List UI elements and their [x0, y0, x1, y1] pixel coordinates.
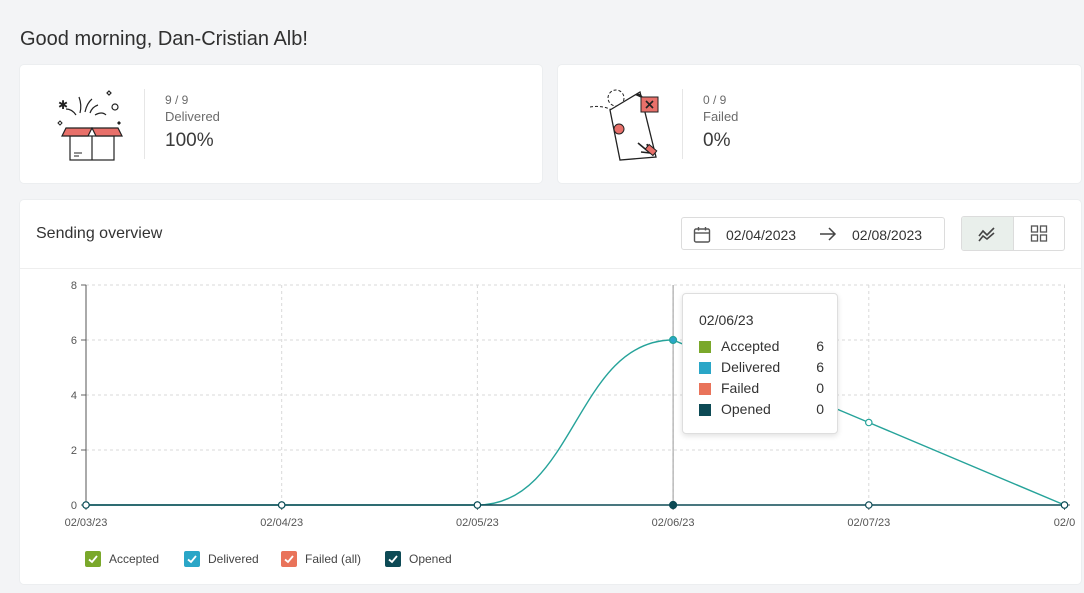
svg-text:✱: ✱ — [58, 98, 68, 112]
grid-icon — [1030, 225, 1048, 242]
delivered-count: 9 / 9 — [165, 93, 189, 107]
tooltip-series-name: Delivered — [721, 359, 781, 375]
x-tick-label: 02/0 — [1054, 517, 1075, 529]
greeting-heading: Good morning, Dan-Cristian Alb! — [20, 28, 308, 50]
overview-title: Sending overview — [36, 225, 163, 242]
line-chart-icon — [978, 227, 995, 242]
failed-label: Failed — [703, 109, 739, 124]
sending-overview-panel: Sending overview 02/04/2023 02/08/2023 — [20, 200, 1081, 584]
tooltip-series-value: 0 — [816, 401, 824, 417]
legend-checkbox[interactable] — [281, 551, 297, 567]
baseline-point — [473, 501, 482, 509]
divider — [682, 89, 683, 159]
y-tick-label: 2 — [71, 445, 77, 457]
series-point — [668, 335, 678, 345]
legend-checkbox[interactable] — [385, 551, 401, 567]
line-chart-view-button[interactable] — [962, 217, 1014, 250]
y-tick-label: 8 — [71, 280, 77, 292]
delivered-label: Delivered — [165, 109, 220, 124]
baseline-point — [668, 500, 678, 510]
failed-stat-text: 0 / 9 Failed 0% — [703, 93, 738, 152]
legend-label: Accepted — [109, 552, 160, 566]
tooltip-series-value: 6 — [816, 359, 824, 375]
tooltip-row-delivered: Delivered 6 — [699, 358, 824, 378]
delivered-percent: 100% — [165, 130, 214, 151]
open-gift-box-illustration: ✱ — [52, 85, 132, 165]
tooltip-date: 02/06/23 — [699, 312, 754, 328]
arrow-right-icon — [818, 225, 838, 248]
x-tick-label: 02/05/23 — [456, 517, 499, 529]
tooltip-series-name: Failed — [721, 380, 760, 396]
y-tick-label: 6 — [71, 335, 77, 347]
baseline-point — [82, 501, 90, 509]
baseline-point — [864, 501, 873, 509]
x-tick-label: 02/03/23 — [65, 517, 108, 529]
tooltip-swatch — [699, 383, 711, 395]
y-tick-label: 4 — [71, 390, 77, 402]
tooltip-series-name: Accepted — [721, 338, 780, 354]
tooltip-swatch — [699, 362, 711, 374]
legend-checkbox[interactable] — [184, 551, 200, 567]
date-from-input[interactable]: 02/04/2023 — [726, 227, 797, 243]
tooltip-swatch — [699, 341, 711, 353]
view-toggle — [961, 216, 1065, 251]
baseline-point — [277, 501, 286, 509]
series-line-delivered — [86, 339, 1065, 506]
tooltip-series-value: 0 — [816, 380, 824, 396]
grid-view-button[interactable] — [1014, 217, 1064, 250]
failed-percent: 0% — [703, 130, 731, 151]
y-tick-label: 0 — [71, 500, 77, 512]
failed-letter-illustration — [589, 85, 670, 165]
failed-stat-card: 0 / 9 Failed 0% — [558, 65, 1081, 183]
failed-count: 0 / 9 — [703, 93, 727, 107]
tooltip-row-failed: Failed 0 — [699, 379, 824, 399]
overview-header: Sending overview 02/04/2023 02/08/2023 — [20, 200, 1081, 269]
legend-label: Opened — [409, 552, 452, 566]
delivered-stat-text: 9 / 9 Delivered 100% — [165, 93, 220, 152]
series-point — [864, 418, 873, 427]
chart-tooltip: 02/06/23 Accepted 6 Delivered 6 Failed 0… — [682, 293, 838, 434]
baseline-point — [1060, 501, 1069, 509]
tooltip-row-opened: Opened 0 — [699, 400, 824, 420]
delivered-stat-card: ✱ 9 / 9 Delivered 100% — [20, 65, 542, 183]
tooltip-series-value: 6 — [816, 338, 824, 354]
x-tick-label: 02/06/23 — [652, 517, 695, 529]
x-tick-label: 02/07/23 — [847, 517, 890, 529]
tooltip-series-name: Opened — [721, 401, 771, 417]
legend-label: Failed (all) — [305, 552, 362, 566]
x-tick-label: 02/04/23 — [260, 517, 303, 529]
date-to-input[interactable]: 02/08/2023 — [852, 227, 923, 243]
divider — [144, 89, 145, 159]
calendar-icon — [693, 226, 711, 249]
tooltip-row-accepted: Accepted 6 — [699, 337, 824, 357]
legend-label: Delivered — [208, 552, 259, 566]
date-range-picker[interactable]: 02/04/2023 02/08/2023 — [681, 217, 945, 250]
tooltip-swatch — [699, 404, 711, 416]
legend-checkbox[interactable] — [85, 551, 101, 567]
